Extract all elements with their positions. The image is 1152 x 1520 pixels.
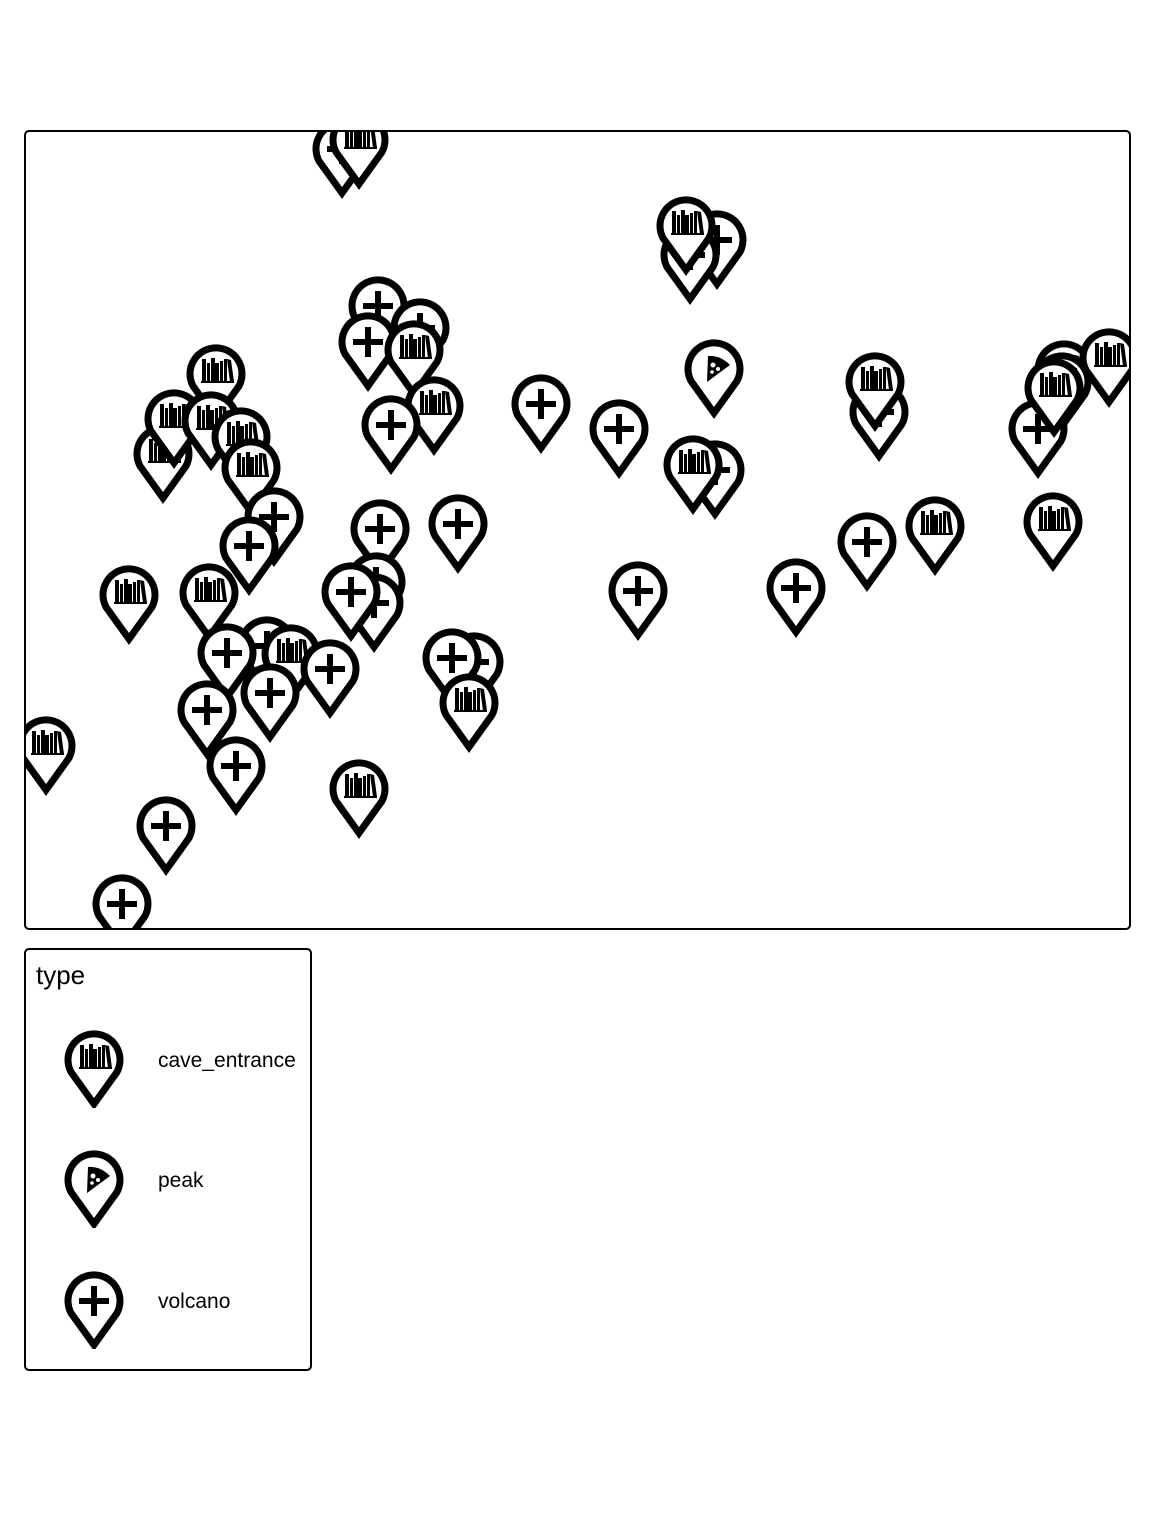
cave-entrance-marker[interactable] [1024,358,1084,438]
plus-icon [64,1271,124,1349]
volcano-marker[interactable] [240,663,300,743]
volcano-marker[interactable] [608,561,668,641]
cave-entrance-marker[interactable] [1023,492,1083,572]
volcano-marker[interactable] [338,312,398,392]
plus-icon-pin [64,1271,124,1349]
volcano-marker[interactable] [589,399,649,479]
pizza-icon [64,1150,124,1228]
cave-entrance-marker[interactable] [26,716,76,796]
volcano-marker[interactable] [837,512,897,592]
cave-entrance-marker[interactable] [179,563,239,643]
cave-entrance-marker[interactable] [99,565,159,645]
books-icon-pin [64,1030,124,1108]
volcano-marker[interactable] [136,796,196,876]
books-icon [64,1030,124,1108]
volcano-marker[interactable] [177,680,237,760]
cave-entrance-marker[interactable] [221,438,281,518]
pizza-icon-pin [64,1150,124,1228]
cave-entrance-marker[interactable] [1079,328,1129,408]
legend-item-peak: peak [26,1136,310,1236]
legend-item-cave-entrance: cave_entrance [26,1016,310,1116]
volcano-marker[interactable] [206,736,266,816]
volcano-marker[interactable] [428,494,488,574]
cave-entrance-marker[interactable] [186,344,246,424]
volcano-marker[interactable] [92,874,152,928]
legend-label-volcano: volcano [158,1290,231,1313]
legend-label-peak: peak [158,1169,204,1192]
volcano-marker[interactable] [197,623,257,703]
volcano-marker[interactable] [511,374,571,454]
volcano-marker[interactable] [350,499,410,579]
peak-marker[interactable] [684,339,744,419]
map-canvas[interactable] [26,132,1129,928]
legend-item-volcano: volcano [26,1257,310,1357]
cave-entrance-marker[interactable] [905,496,965,576]
cave-entrance-marker[interactable] [329,759,389,839]
legend-title: type [36,960,86,990]
cave-entrance-marker[interactable] [663,435,723,515]
legend: type cave_entrance peak volcano [24,948,312,1371]
cave-entrance-marker[interactable] [384,320,444,400]
volcano-marker[interactable] [766,558,826,638]
volcano-marker[interactable] [361,395,421,475]
volcano-marker[interactable] [219,516,279,596]
volcano-marker[interactable] [321,562,381,642]
volcano-marker[interactable] [422,628,482,708]
map-panel[interactable] [24,130,1131,930]
cave-entrance-marker[interactable] [656,196,716,276]
legend-label-cave-entrance: cave_entrance [158,1049,296,1072]
cave-entrance-marker[interactable] [845,352,905,432]
volcano-marker[interactable] [300,639,360,719]
cave-entrance-marker[interactable] [329,132,389,190]
cave-entrance-marker[interactable] [439,673,499,753]
